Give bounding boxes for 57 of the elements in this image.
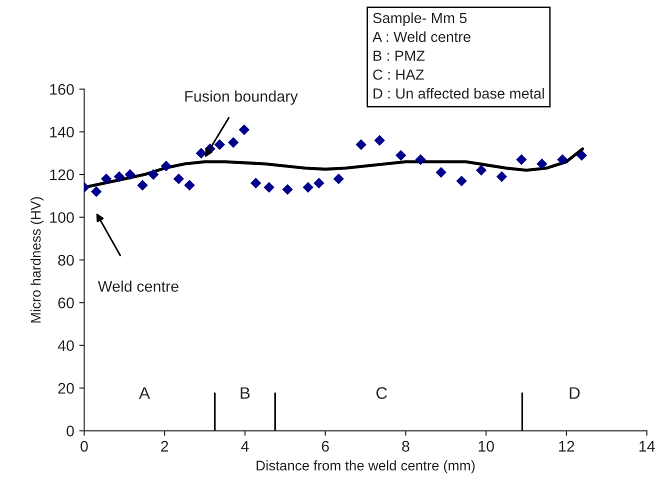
point xyxy=(90,186,102,198)
y-tick-label: 160 xyxy=(50,84,74,95)
point xyxy=(415,154,426,165)
x-tick-label: 10 xyxy=(478,440,494,452)
point xyxy=(196,148,207,159)
point xyxy=(333,173,344,184)
y-tick-label: 140 xyxy=(50,126,74,138)
annotation: A xyxy=(138,387,150,399)
y-tick-label: 40 xyxy=(58,340,74,352)
y-tick-label: 0 xyxy=(66,426,74,436)
x-tick-label: 4 xyxy=(241,441,249,452)
annotation: Weld centre xyxy=(98,280,178,292)
x-tick-label: 12 xyxy=(559,440,574,452)
point xyxy=(228,137,239,148)
y-tick-label: 60 xyxy=(58,298,74,308)
x-tick-label: 8 xyxy=(402,440,410,452)
point xyxy=(173,173,184,184)
point xyxy=(496,171,508,182)
point xyxy=(282,184,293,195)
point xyxy=(302,182,314,193)
annotation: D xyxy=(570,387,580,399)
point xyxy=(238,124,250,136)
point xyxy=(114,171,125,182)
point xyxy=(148,169,159,180)
y-tick-label: 20 xyxy=(58,382,74,394)
annotation: B xyxy=(240,387,250,399)
point xyxy=(314,178,324,188)
point xyxy=(576,150,588,161)
point xyxy=(264,182,274,193)
point xyxy=(356,139,366,150)
y-tick-label: 120 xyxy=(50,169,74,180)
x-tick-label: 0 xyxy=(80,440,88,452)
annotation: C xyxy=(376,387,387,399)
annotation: Sample- Mm 5 A : Weld centre B : PMZ C : HAZ D : Un affected base metal xyxy=(372,12,544,99)
point xyxy=(100,173,112,184)
y-tick-label: 100 xyxy=(50,212,74,223)
point xyxy=(557,154,568,165)
y-tick-label: 80 xyxy=(58,254,74,266)
x-tick-label: 2 xyxy=(161,440,168,452)
point xyxy=(124,169,136,180)
point xyxy=(374,135,385,146)
x-tick-label: 6 xyxy=(322,440,329,452)
point xyxy=(214,139,226,150)
point xyxy=(396,150,406,161)
y-axis-title: Micro hardness (HV) xyxy=(30,197,44,322)
annotation: Fusion boundary xyxy=(185,90,298,105)
x-tick-label: 14 xyxy=(639,441,655,452)
point xyxy=(476,164,487,176)
point xyxy=(160,160,172,172)
point xyxy=(516,154,527,165)
x-axis-title: Distance from the weld centre (mm) xyxy=(256,460,475,474)
point xyxy=(184,180,195,191)
point xyxy=(536,158,548,170)
point xyxy=(137,180,148,191)
point xyxy=(250,178,262,188)
point xyxy=(456,176,467,186)
point xyxy=(436,167,446,178)
